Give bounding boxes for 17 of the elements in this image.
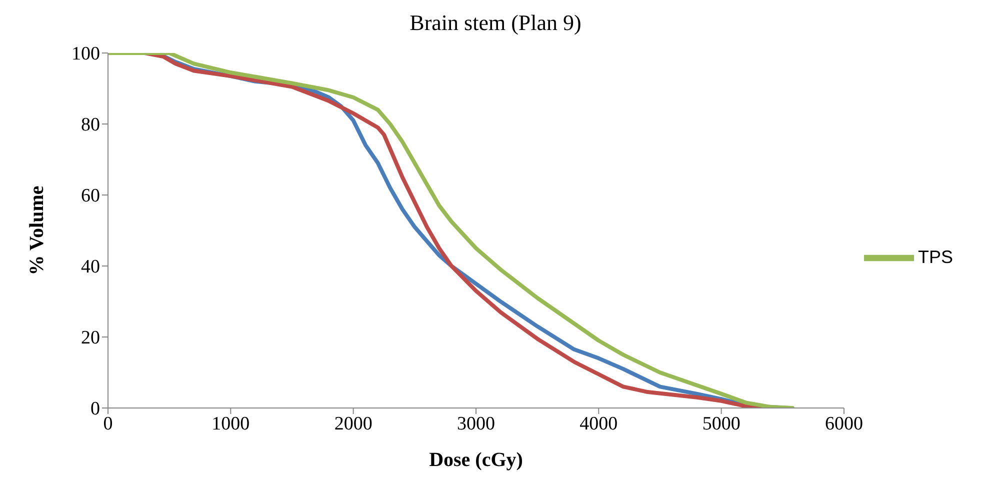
x-tick-label: 1000 xyxy=(212,413,250,434)
y-tick-label: 40 xyxy=(81,256,100,278)
x-tick-label: 3000 xyxy=(456,413,495,434)
legend-label: TPS xyxy=(918,246,953,267)
x-tick-label: 4000 xyxy=(580,413,618,434)
x-tick-label: 6000 xyxy=(824,413,863,434)
x-tick-label: 5000 xyxy=(702,413,740,434)
y-axis-title: % Volume xyxy=(26,186,48,276)
x-axis-title: Dose (cGy) xyxy=(429,449,523,471)
x-tick-label: 2000 xyxy=(334,413,372,434)
y-tick-label: 100 xyxy=(72,44,100,65)
y-tick-label: 20 xyxy=(81,328,100,349)
x-tick-label: 0 xyxy=(103,413,113,434)
y-tick-label: 0 xyxy=(90,398,100,420)
y-tick-label: 60 xyxy=(81,186,100,207)
chart-title: Brain stem (Plan 9) xyxy=(408,9,582,37)
y-tick-label: 80 xyxy=(81,114,100,136)
